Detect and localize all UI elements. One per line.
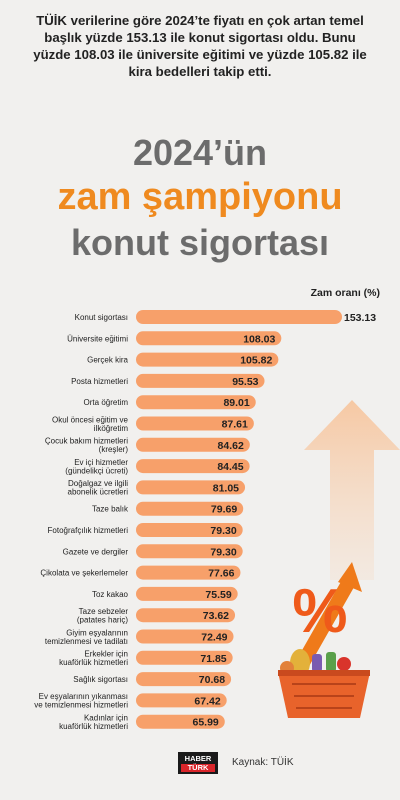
category-label: Gerçek kira [87,356,128,365]
value-label: 79.69 [211,504,237,516]
category-label: Üniversite eğitimi [67,334,128,343]
bar [136,352,279,367]
headline-line-2: zam şampiyonu [57,176,343,218]
category-label: Posta hizmetleri [71,377,128,386]
value-label: 77.66 [208,568,234,580]
bar [136,310,342,324]
value-label: 108.03 [243,333,275,345]
value-label: 95.53 [232,376,258,388]
value-label: 89.01 [223,397,249,409]
value-label: 71.85 [200,653,226,665]
category-label: Toz kakao [92,590,129,599]
category-label: Ev eşyalarının yıkanması ve temizlenmesi … [34,692,128,710]
value-label: 153.13 [344,312,376,324]
value-label: 65.99 [192,717,218,729]
headline-line-3: konut sigortası [70,222,330,263]
bar [136,586,238,601]
bar [136,629,234,644]
category-label: Fotoğrafçılık hizmetleri [48,526,129,535]
category-label: Taze sebzeler (patates hariç) [77,607,128,625]
value-label: 79.30 [210,546,236,558]
value-label: 81.05 [213,482,239,494]
category-label: Taze balık [92,505,129,514]
value-axis-header: Zam oranı (%) [311,287,380,299]
bar [136,565,241,580]
bar [136,373,265,388]
category-label: Giyim eşyalarının temizlenmesi ve tadilat… [45,628,128,646]
bar-chart: % Zam oranı (%) Konut sigortası 153.13 Üni… [34,287,400,731]
up-arrow-icon [304,400,400,580]
value-label: 70.68 [199,674,225,686]
headline-line-1: 2024’ün [132,132,268,173]
value-label: 87.61 [222,419,248,431]
bar [136,437,250,452]
footer: HABER TÜRK Kaynak: TÜİK [0,748,400,778]
value-label: 67.42 [194,695,220,707]
category-label: Kadınlar için kuaförlük hizmetleri [59,713,128,731]
shopping-basket-icon [278,649,370,718]
bar [136,544,243,559]
value-label: 72.49 [201,632,227,644]
bar [136,416,254,431]
bar [136,714,225,729]
category-label: Konut sigortası [75,313,128,322]
value-label: 84.45 [217,461,243,473]
bar [136,459,250,474]
logo-top-text: HABER [184,754,212,763]
value-label: 79.30 [210,525,236,537]
bar [136,395,256,410]
category-label: Gazete ve dergiler [63,547,129,556]
category-label: Erkekler için kuaförlük hizmetleri [59,650,128,668]
bar [136,650,233,665]
category-label: Çocuk bakım hizmetleri (kreşler) [45,437,128,455]
category-label: Sağlık sigortası [73,675,128,684]
category-label: Ev içi hizmetler (gündelikçi ücreti) [65,458,128,476]
category-label: Doğalgaz ve ilgili abonelik ücretleri [68,479,129,497]
bar [136,608,236,623]
value-label: 84.62 [218,440,244,452]
category-label: Okul öncesi eğitim ve ilköğretim [52,415,129,433]
bar [136,331,282,346]
bar [136,501,244,516]
value-label: 105.82 [240,355,272,367]
bar [136,523,243,537]
bar [136,480,246,495]
source-text: Kaynak: TÜİK [232,757,294,768]
value-label: 73.62 [203,610,229,622]
haberturk-logo: HABER TÜRK [178,752,218,774]
category-label: Çikolata ve şekerlemeler [40,569,128,578]
bar [136,693,227,708]
intro-text: TÜİK verilerine göre 2024’te fiyatı en ç… [33,13,367,79]
svg-text:%: % [292,577,347,646]
bar [136,672,232,687]
logo-bottom-text: TÜRK [181,764,215,772]
value-label: 75.59 [205,589,231,601]
category-label: Orta öğretim [84,398,129,407]
